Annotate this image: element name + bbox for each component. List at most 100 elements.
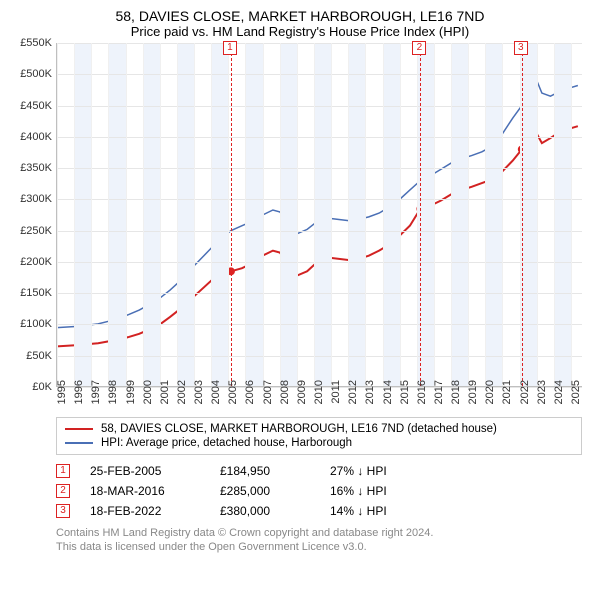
gridline-v [160,43,161,386]
year-band [417,43,434,386]
x-axis-label: 2017 [433,380,449,410]
year-band [108,43,125,386]
y-axis-label: £150K [12,287,52,299]
events-table: 1 25-FEB-2005 £184,950 27% ↓ HPI 2 18-MAR-201… [56,461,582,521]
gridline-v [263,43,264,386]
event-pct: 27% ↓ HPI [330,464,450,478]
sale-marker-badge: 3 [514,41,528,55]
x-axis-label: 2012 [347,380,363,410]
event-date: 18-FEB-2022 [90,504,200,518]
x-axis-label: 2001 [159,380,175,410]
event-pct: 14% ↓ HPI [330,504,450,518]
sale-marker-line [420,43,421,386]
gridline-v [348,43,349,386]
legend-row-hpi: HPI: Average price, detached house, Harb… [65,436,573,450]
gridline-v [314,43,315,386]
gridline-v [297,43,298,386]
gridline-v [417,43,418,386]
y-axis-label: £100K [12,318,52,330]
year-band [245,43,262,386]
gridline-v [143,43,144,386]
legend-label-hpi: HPI: Average price, detached house, Harb… [101,437,352,449]
x-axis-label: 1996 [73,380,89,410]
event-badge: 1 [56,464,70,478]
gridline-v [245,43,246,386]
x-axis-label: 2008 [279,380,295,410]
sale-marker-line [231,43,232,386]
gridline-v [554,43,555,386]
x-axis-label: 2016 [416,380,432,410]
x-axis-label: 2024 [553,380,569,410]
event-badge: 3 [56,504,70,518]
event-price: £184,950 [220,464,310,478]
gridline-v [280,43,281,386]
gridline-v [468,43,469,386]
y-axis-label: £250K [12,225,52,237]
y-axis-label: £550K [12,37,52,49]
gridline-v [434,43,435,386]
y-axis-label: £300K [12,193,52,205]
gridline-v [331,43,332,386]
gridline-v [400,43,401,386]
sale-marker-badge: 2 [412,41,426,55]
event-date: 25-FEB-2005 [90,464,200,478]
y-axis-label: £50K [12,350,52,362]
legend-row-property: 58, DAVIES CLOSE, MARKET HARBOROUGH, LE1… [65,422,573,436]
x-axis-label: 1998 [107,380,123,410]
x-axis-label: 2007 [262,380,278,410]
year-band [74,43,91,386]
gridline-v [177,43,178,386]
event-badge: 2 [56,484,70,498]
gridline-v [537,43,538,386]
gridline-v [365,43,366,386]
x-axis-label: 2025 [570,380,586,410]
x-axis-label: 2002 [176,380,192,410]
x-axis-label: 2006 [244,380,260,410]
gridline-v [520,43,521,386]
year-band [451,43,468,386]
gridline-v [383,43,384,386]
gridline-v [502,43,503,386]
event-price: £380,000 [220,504,310,518]
year-band [485,43,502,386]
y-axis-label: £0K [12,381,52,393]
x-axis-label: 2023 [536,380,552,410]
x-axis-label: 2010 [313,380,329,410]
year-band [143,43,160,386]
gridline-v [126,43,127,386]
sale-marker-line [522,43,523,386]
chart-title-2: Price paid vs. HM Land Registry's House … [12,24,588,39]
y-axis-label: £500K [12,68,52,80]
x-axis-label: 2009 [296,380,312,410]
year-band [554,43,571,386]
x-axis-label: 2018 [450,380,466,410]
x-axis-label: 2011 [330,380,346,410]
x-axis-label: 2020 [484,380,500,410]
x-axis-label: 1995 [56,380,72,410]
event-pct: 16% ↓ HPI [330,484,450,498]
gridline-v [451,43,452,386]
x-axis-label: 2021 [501,380,517,410]
chart-area: £0K£50K£100K£150K£200K£250K£300K£350K£40… [12,43,588,411]
sale-marker-badge: 1 [223,41,237,55]
year-band [314,43,331,386]
gridline-v [571,43,572,386]
y-axis-label: £200K [12,256,52,268]
year-band [280,43,297,386]
year-band [383,43,400,386]
footer-line-2: This data is licensed under the Open Gov… [56,541,582,555]
year-band [211,43,228,386]
gridline-v [194,43,195,386]
gridline-v [211,43,212,386]
x-axis-label: 2003 [193,380,209,410]
gridline-v [228,43,229,386]
event-price: £285,000 [220,484,310,498]
x-axis-label: 2022 [519,380,535,410]
event-row: 2 18-MAR-2016 £285,000 16% ↓ HPI [56,481,582,501]
event-date: 18-MAR-2016 [90,484,200,498]
x-axis-label: 1997 [90,380,106,410]
x-axis-label: 1999 [125,380,141,410]
footer: Contains HM Land Registry data © Crown c… [56,527,582,555]
gridline-v [91,43,92,386]
y-axis-label: £400K [12,131,52,143]
